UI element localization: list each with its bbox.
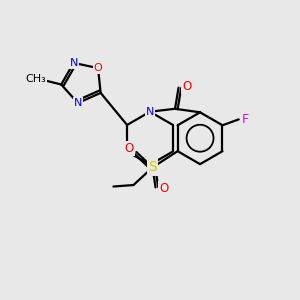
Text: F: F [242,113,249,126]
Text: O: O [159,182,168,195]
Text: N: N [146,107,154,117]
Text: O: O [124,142,134,155]
Text: S: S [148,160,157,174]
Text: N: N [74,98,82,108]
Text: N: N [70,58,78,68]
Text: CH₃: CH₃ [25,74,46,84]
Text: O: O [182,80,191,93]
Text: O: O [94,63,102,73]
